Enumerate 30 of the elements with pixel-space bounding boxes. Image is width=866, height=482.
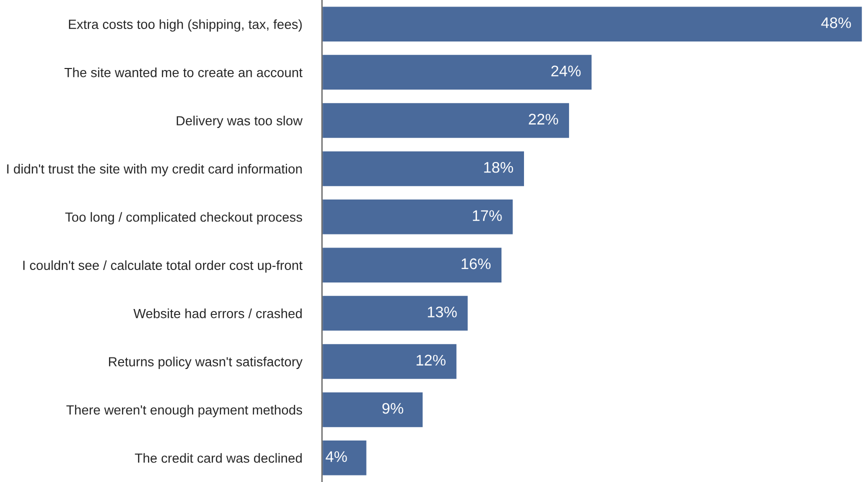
- bar: [322, 439, 368, 477]
- y-tick-label: I couldn't see / calculate total order cost up-front: [23, 260, 302, 273]
- y-tick-label: Returns policy wasn't satisfactory: [109, 356, 303, 370]
- y-tick-label: Extra costs too high (shipping, tax, fees): [68, 19, 302, 32]
- data-label: 16%: [462, 258, 491, 270]
- y-tick-label: I didn't trust the site with my credit card information: [7, 164, 302, 176]
- data-label: 22%: [528, 114, 558, 125]
- data-label: 24%: [551, 66, 581, 76]
- data-label: 4%: [326, 451, 347, 462]
- bar: [322, 198, 514, 236]
- data-label: 48%: [821, 17, 851, 28]
- data-label: 17%: [472, 210, 502, 221]
- y-tick-label: Website had errors / crashed: [133, 308, 302, 318]
- bar: [322, 150, 526, 188]
- data-label: 13%: [428, 306, 457, 318]
- y-tick-label: Delivery was too slow: [176, 116, 303, 128]
- bar: [322, 294, 470, 332]
- bar: [322, 54, 593, 92]
- y-tick-label: There weren't enough payment methods: [66, 404, 302, 418]
- bar: [322, 5, 863, 43]
- bar: [322, 342, 458, 380]
- data-label: 12%: [416, 354, 446, 366]
- data-label: 9%: [382, 402, 404, 414]
- y-tick-label: The credit card was declined: [134, 453, 302, 463]
- y-tick-label: The site wanted me to create an account: [64, 68, 302, 78]
- bar: [322, 246, 503, 284]
- bar: [322, 390, 424, 428]
- bar: [322, 102, 570, 140]
- y-tick-label: Too long / complicated checkout process: [65, 212, 302, 224]
- data-label: 18%: [484, 162, 514, 173]
